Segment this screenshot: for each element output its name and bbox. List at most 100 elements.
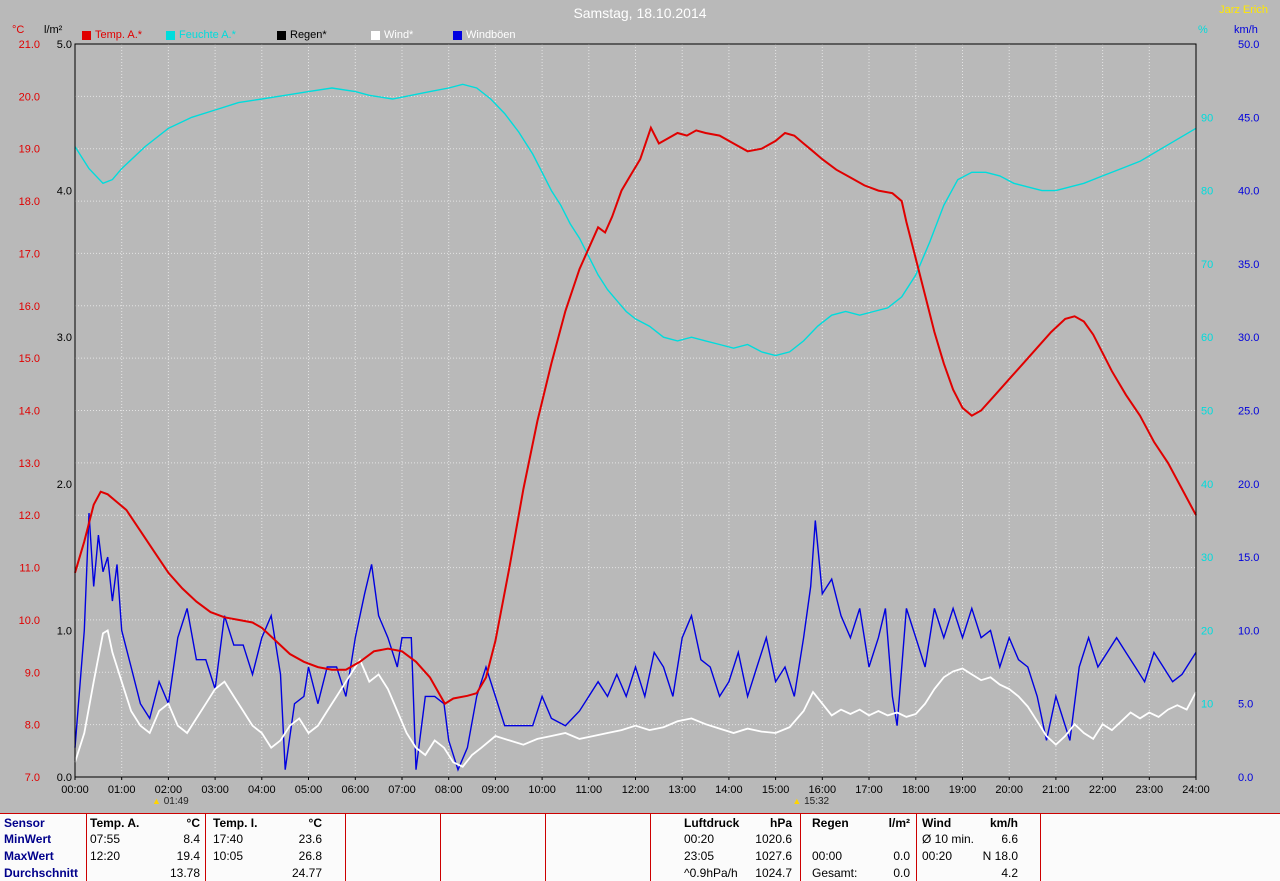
- table-header: km/h: [989, 816, 1018, 830]
- x-axis-label: 16:00: [809, 784, 837, 796]
- x-axis-label: 22:00: [1089, 784, 1117, 796]
- time-marker-label: 01:49: [160, 796, 189, 807]
- x-axis-label: 17:00: [855, 784, 883, 796]
- rain-axis-label: 5.0: [57, 39, 72, 51]
- x-axis-label: 08:00: [435, 784, 463, 796]
- time-marker: ▲ 01:49: [152, 796, 189, 807]
- table-header: l/m²: [888, 816, 910, 830]
- wind-axis-label: 45.0: [1238, 112, 1259, 124]
- hum-axis-label: 20: [1201, 625, 1213, 637]
- x-axis-label: 09:00: [482, 784, 510, 796]
- table-separator: [545, 814, 546, 881]
- temp-axis-label: 18.0: [19, 196, 40, 208]
- wind-axis-unit: km/h: [1234, 24, 1258, 36]
- x-axis-label: 20:00: [995, 784, 1023, 796]
- table-cell: 4.2: [1001, 866, 1018, 880]
- table-separator: [440, 814, 441, 881]
- warning-triangle-icon: ▲: [792, 796, 802, 806]
- wind-axis-label: 15.0: [1238, 552, 1259, 564]
- hum-axis-label: 90: [1201, 112, 1213, 124]
- series-windboeen: [74, 513, 1197, 772]
- rain-axis-unit: l/m²: [44, 24, 63, 36]
- temp-axis-label: 13.0: [19, 458, 40, 470]
- table-cell: 10:05: [213, 849, 244, 863]
- table-cell: 1020.6: [755, 832, 792, 846]
- table-cell: 26.8: [298, 849, 322, 863]
- x-axis-label: 14:00: [715, 784, 743, 796]
- legend-swatch: [277, 30, 286, 40]
- legend-item-0: Temp. A.*: [82, 29, 142, 41]
- wind-axis-label: 20.0: [1238, 479, 1259, 491]
- table-cell: 13.78: [169, 866, 200, 880]
- table-cell: 17:40: [213, 832, 244, 846]
- hum-axis-label: 50: [1201, 406, 1213, 418]
- series-wind: [74, 628, 1197, 768]
- page-title: Samstag, 18.10.2014: [573, 5, 707, 21]
- temp-axis-label: 16.0: [19, 301, 40, 313]
- rain-axis-label: 1.0: [57, 625, 72, 637]
- x-axis-label: 19:00: [949, 784, 977, 796]
- wind-axis-label: 10.0: [1238, 625, 1259, 637]
- legend-item-1: Feuchte A.*: [166, 29, 236, 41]
- legend-label: Wind*: [384, 29, 414, 41]
- x-axis-label: 06:00: [342, 784, 370, 796]
- x-axis-label: 15:00: [762, 784, 790, 796]
- table-cell: 19.4: [176, 849, 200, 863]
- time-marker: ▲ 15:32: [792, 796, 829, 807]
- table-cell: 1027.6: [755, 849, 792, 863]
- table-cell: 6.6: [1001, 832, 1018, 846]
- x-axis-label: 12:00: [622, 784, 650, 796]
- x-axis-label: 13:00: [668, 784, 696, 796]
- table-cell: 12:20: [90, 849, 121, 863]
- rain-axis-label: 3.0: [57, 332, 72, 344]
- table-cell: Gesamt:: [812, 866, 858, 880]
- x-axis-label: 18:00: [902, 784, 930, 796]
- table-header: °C: [186, 816, 200, 830]
- wind-axis-label: 30.0: [1238, 332, 1259, 344]
- temp-axis-label: 12.0: [19, 510, 40, 522]
- x-axis-label: 24:00: [1182, 784, 1210, 796]
- legend-label: Feuchte A.*: [179, 29, 236, 41]
- rain-axis-label: 0.0: [57, 772, 72, 784]
- table-header: °C: [308, 816, 322, 830]
- table-header: Temp. I.: [213, 816, 258, 830]
- legend-swatch: [371, 30, 380, 40]
- table-cell: ^0.9hPa/h: [684, 866, 738, 880]
- hum-axis-label: 40: [1201, 479, 1213, 491]
- humidity-axis-unit: %: [1198, 24, 1208, 36]
- table-cell: 0.0: [893, 849, 910, 863]
- hum-axis-label: 10: [1201, 699, 1213, 711]
- x-axis-label: 21:00: [1042, 784, 1070, 796]
- legend-label: Windböen: [466, 29, 516, 41]
- table-separator: [800, 814, 801, 881]
- x-axis-label: 03:00: [201, 784, 229, 796]
- table-cell: 8.4: [183, 832, 200, 846]
- temp-axis-label: 7.0: [25, 772, 40, 784]
- table-separator: [205, 814, 206, 881]
- table-row-label: Durchschnitt: [4, 866, 79, 880]
- table-cell: 23:05: [684, 849, 715, 863]
- legend-label: Regen*: [290, 29, 327, 41]
- wind-axis-label: 40.0: [1238, 186, 1259, 198]
- temp-axis-label: 17.0: [19, 248, 40, 260]
- x-axis-label: 01:00: [108, 784, 136, 796]
- wind-axis-label: 5.0: [1238, 699, 1253, 711]
- legend-label: Temp. A.*: [95, 29, 143, 41]
- table-separator: [1040, 814, 1041, 881]
- chart-svg: 00:00 01:00 02:00 03:00 04:00 05:00 06:00 07:00…: [19, 39, 1260, 796]
- legend-item-3: Wind*: [371, 29, 413, 41]
- wind-axis-label: 0.0: [1238, 772, 1253, 784]
- table-cell: 0.0: [893, 866, 910, 880]
- table-separator: [345, 814, 346, 881]
- x-axis-label: 02:00: [155, 784, 183, 796]
- table-cell: 00:20: [684, 832, 715, 846]
- x-axis-label: 04:00: [248, 784, 276, 796]
- temp-axis-label: 8.0: [25, 720, 40, 732]
- table-cell: 24.77: [291, 866, 322, 880]
- hum-axis-label: 80: [1201, 186, 1213, 198]
- table-separator: [650, 814, 651, 881]
- rain-axis-label: 4.0: [57, 186, 72, 198]
- summary-table: Sensor MinWert MaxWert Durchschnitt Temp. A.…: [0, 813, 1280, 881]
- temp-axis-label: 20.0: [19, 91, 40, 103]
